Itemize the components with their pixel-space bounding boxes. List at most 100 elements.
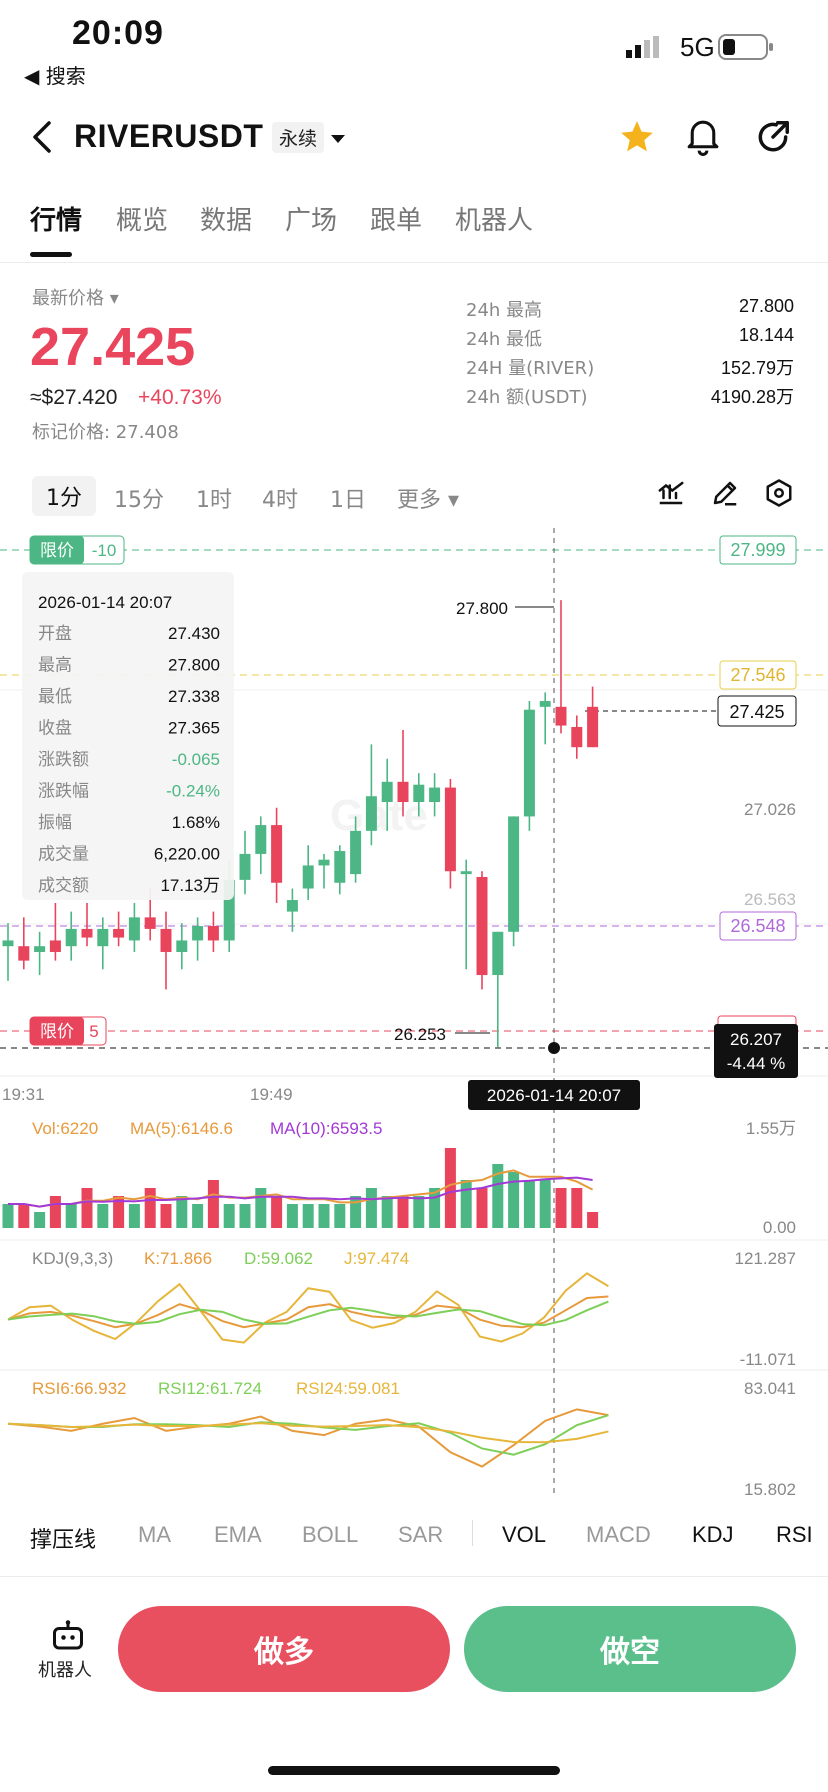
- stat-volume-value: 152.79万: [720, 358, 794, 378]
- indicator-icon[interactable]: [656, 478, 686, 512]
- last-price: 27.425: [30, 317, 196, 377]
- tab-square[interactable]: 广场: [285, 206, 338, 236]
- candle-body[interactable]: [587, 706, 599, 748]
- share-icon[interactable]: [754, 118, 792, 160]
- candle-body[interactable]: [286, 900, 298, 912]
- limit-tag-green-value: -10: [92, 541, 117, 560]
- candle-body[interactable]: [255, 825, 267, 854]
- candle-body[interactable]: [223, 879, 235, 941]
- candle-body[interactable]: [239, 853, 251, 880]
- timeframe-1m[interactable]: 1分: [32, 476, 96, 516]
- candle-body[interactable]: [97, 928, 109, 947]
- rsi6: RSI6:66.932: [32, 1379, 127, 1398]
- indicator-tab-support[interactable]: 撑压线: [30, 1527, 97, 1552]
- short-button[interactable]: 做空: [464, 1606, 796, 1692]
- contract-type-tag[interactable]: 永续: [272, 122, 325, 153]
- candle-body[interactable]: [318, 859, 330, 866]
- kdj-top: 121.287: [735, 1249, 796, 1268]
- candle-body[interactable]: [397, 781, 409, 802]
- limit-tag-green[interactable]: [30, 536, 84, 564]
- chart-settings-icon[interactable]: [764, 478, 794, 512]
- indicator-tab-vol[interactable]: VOL: [502, 1522, 547, 1547]
- limit-tag-red[interactable]: [30, 1017, 84, 1045]
- candle-body[interactable]: [192, 926, 204, 941]
- vol-ma10: MA(10):6593.5: [270, 1119, 382, 1138]
- active-tab-indicator: [30, 252, 72, 257]
- timeframe-1d[interactable]: 1日: [330, 488, 366, 513]
- candle-body[interactable]: [49, 940, 61, 952]
- star-icon[interactable]: [618, 118, 656, 160]
- candle-body[interactable]: [381, 781, 393, 802]
- vol-label: Vol:6220: [32, 1119, 98, 1138]
- candle-body[interactable]: [18, 946, 30, 961]
- candle-body[interactable]: [429, 787, 441, 802]
- candle-body[interactable]: [350, 830, 362, 875]
- candle-body[interactable]: [144, 917, 156, 929]
- robot-icon[interactable]: [50, 1618, 86, 1658]
- draw-pen-icon[interactable]: [710, 478, 740, 512]
- candle-body[interactable]: [302, 865, 314, 889]
- price-type-selector[interactable]: 最新价格 ▾: [32, 288, 119, 309]
- volume-bar: [555, 1188, 567, 1228]
- stat-turnover-label: 24h 额(USDT): [466, 387, 588, 408]
- candle-body[interactable]: [444, 787, 456, 872]
- back-icon[interactable]: [30, 120, 56, 158]
- bell-icon[interactable]: [684, 116, 722, 160]
- timeframe-4h[interactable]: 4时: [262, 488, 298, 513]
- kline-chart[interactable]: Gate 27.800 26.253 27.999 27.546 27.425 …: [0, 528, 828, 1508]
- indicator-divider: [472, 1520, 473, 1546]
- tab-data[interactable]: 数据: [200, 206, 253, 236]
- timeframe-more[interactable]: 更多 ▾: [397, 488, 460, 513]
- symbol-title[interactable]: RIVERUSDT: [74, 118, 264, 154]
- long-button[interactable]: 做多: [118, 1606, 450, 1692]
- divider: [0, 262, 828, 263]
- candle-body[interactable]: [539, 701, 551, 707]
- robot-label[interactable]: 机器人: [38, 1660, 92, 1681]
- candle-body[interactable]: [365, 796, 377, 831]
- volume-bar: [587, 1212, 599, 1228]
- tab-bots[interactable]: 机器人: [455, 206, 534, 236]
- caret-down-icon[interactable]: [330, 130, 346, 149]
- info-key: 成交量: [38, 845, 89, 864]
- candle-body[interactable]: [523, 709, 535, 817]
- candle-body[interactable]: [271, 825, 283, 883]
- indicator-tab-boll[interactable]: BOLL: [302, 1522, 359, 1547]
- candle-body[interactable]: [571, 727, 583, 748]
- tab-overview[interactable]: 概览: [116, 206, 169, 236]
- indicator-tab-rsi[interactable]: RSI: [776, 1522, 813, 1547]
- volume-bar: [318, 1204, 330, 1228]
- volume-bar: [81, 1188, 93, 1228]
- candle-body[interactable]: [2, 940, 14, 947]
- limit-tag-red-value: 5: [89, 1022, 98, 1041]
- candle-body[interactable]: [334, 851, 346, 883]
- candle-body[interactable]: [113, 928, 125, 938]
- timeframe-1h[interactable]: 1时: [196, 488, 232, 513]
- vol-ma5: MA(5):6146.6: [130, 1119, 233, 1138]
- candle-body[interactable]: [81, 928, 93, 938]
- tab-market[interactable]: 行情: [30, 206, 83, 236]
- candle-body[interactable]: [34, 946, 46, 952]
- candle-body[interactable]: [460, 871, 472, 875]
- candle-body[interactable]: [65, 928, 77, 947]
- indicator-tab-kdj[interactable]: KDJ: [692, 1522, 734, 1547]
- volume-bar: [18, 1204, 30, 1228]
- timeframe-15m[interactable]: 15分: [114, 488, 164, 513]
- candle-body[interactable]: [176, 940, 188, 952]
- candle-body[interactable]: [508, 816, 520, 932]
- candle-body[interactable]: [207, 926, 219, 941]
- tab-copy-trading[interactable]: 跟单: [370, 206, 423, 236]
- candle-body[interactable]: [413, 784, 425, 802]
- indicator-tab-ma[interactable]: MA: [138, 1522, 171, 1547]
- stat-high-value: 27.800: [738, 296, 794, 316]
- indicator-tab-macd[interactable]: MACD: [586, 1522, 651, 1547]
- indicator-tab-ema[interactable]: EMA: [214, 1522, 262, 1547]
- candle-body[interactable]: [492, 931, 504, 976]
- candle-body[interactable]: [128, 917, 140, 941]
- candle-body[interactable]: [555, 706, 567, 726]
- candle-body[interactable]: [476, 876, 488, 976]
- back-to-app-link[interactable]: ◀ 搜索: [24, 64, 86, 88]
- volume-bar: [444, 1148, 456, 1228]
- stat-turnover-value: 4190.28万: [710, 387, 794, 407]
- indicator-tab-sar[interactable]: SAR: [398, 1522, 444, 1547]
- candle-body[interactable]: [160, 928, 172, 952]
